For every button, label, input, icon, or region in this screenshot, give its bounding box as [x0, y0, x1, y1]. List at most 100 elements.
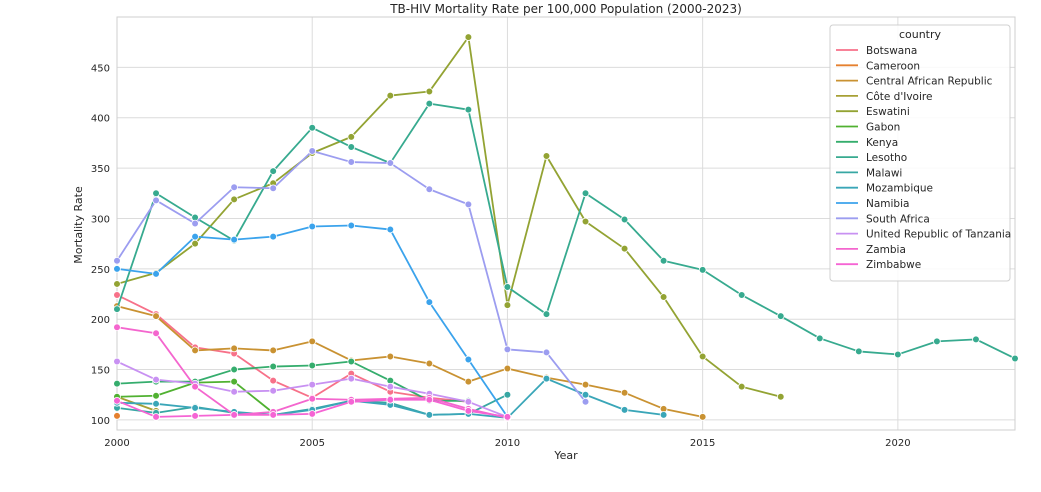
y-tick-label: 150: [91, 366, 110, 377]
data-point-eswatini: [425, 87, 434, 96]
data-point-zimbabwe: [152, 413, 160, 421]
data-point-eswatini: [542, 152, 551, 160]
data-point-mozambique: [659, 411, 668, 419]
data-point-kenya: [113, 379, 121, 388]
data-point-united-republic-of-tanzania: [347, 374, 356, 383]
data-point-united-republic-of-tanzania: [464, 397, 473, 406]
data-point-namibia: [386, 225, 395, 234]
data-point-eswatini: [659, 293, 668, 301]
data-point-eswatini: [698, 352, 707, 361]
data-point-south-africa: [269, 184, 277, 193]
data-point-mozambique: [152, 400, 160, 408]
data-point-lesotho: [815, 334, 824, 343]
data-point-central-african-republic: [581, 380, 590, 389]
data-point-lesotho: [152, 189, 160, 198]
data-point-south-africa: [464, 200, 473, 209]
data-point-eswatini: [581, 217, 590, 226]
data-point-kenya: [308, 361, 317, 370]
x-tick-label: 2020: [885, 438, 910, 449]
data-point-south-africa: [113, 256, 121, 265]
data-point-south-africa: [542, 348, 551, 357]
data-point-lesotho: [581, 189, 590, 198]
legend-item-namibia: Namibia: [836, 198, 909, 210]
data-point-zambia: [152, 329, 160, 338]
chart-title: TB-HIV Mortality Rate per 100,000 Popula…: [389, 2, 742, 16]
data-point-central-african-republic: [698, 413, 707, 421]
data-point-mozambique: [542, 374, 551, 383]
data-point-united-republic-of-tanzania: [269, 386, 277, 395]
legend-item-malawi: Malawi: [836, 167, 902, 179]
data-point-south-africa: [152, 196, 160, 205]
plot-area-frame: [116, 16, 1016, 431]
legend-item-central-african-republic: Central African Republic: [836, 76, 993, 88]
data-point-zimbabwe: [308, 410, 317, 418]
data-point-central-african-republic: [425, 359, 434, 368]
data-point-lesotho: [308, 124, 317, 132]
series-lines: [113, 33, 1019, 422]
data-point-lesotho: [620, 215, 629, 224]
data-point-south-africa: [503, 345, 512, 354]
data-point-united-republic-of-tanzania: [152, 375, 160, 384]
y-tick-label: 100: [91, 416, 110, 427]
legend-label: Cameroon: [866, 60, 920, 72]
data-point-south-africa: [230, 183, 238, 192]
data-point-central-african-republic: [464, 377, 473, 386]
data-point-central-african-republic: [230, 344, 238, 353]
data-point-zimbabwe: [113, 396, 121, 405]
legend-item-south-africa: South Africa: [836, 213, 930, 225]
data-point-lesotho: [113, 305, 121, 313]
data-point-namibia: [425, 298, 434, 306]
y-tick-label: 200: [91, 315, 110, 326]
legend-label: Côte d'Ivoire: [866, 91, 932, 103]
data-point-kenya: [230, 365, 238, 374]
series-cameroon: [113, 412, 121, 420]
data-point-cameroon: [113, 412, 121, 420]
legend-item-gabon: Gabon: [836, 122, 900, 134]
legend-label: Zimbabwe: [866, 259, 921, 271]
data-point-united-republic-of-tanzania: [230, 387, 238, 396]
data-point-zimbabwe: [503, 413, 512, 421]
data-point-eswatini: [737, 382, 746, 391]
data-point-lesotho: [503, 283, 512, 291]
data-point-zimbabwe: [464, 407, 473, 415]
legend-item-zambia: Zambia: [836, 244, 906, 256]
series-zimbabwe: [113, 395, 512, 421]
data-point-united-republic-of-tanzania: [386, 382, 395, 391]
data-point-lesotho: [855, 347, 863, 356]
legend-label: Zambia: [866, 244, 906, 256]
data-point-zambia: [191, 382, 199, 391]
data-point-gabon: [152, 391, 160, 400]
data-point-eswatini: [464, 33, 473, 41]
data-point-mozambique: [581, 390, 590, 399]
data-point-central-african-republic: [308, 337, 317, 346]
legend-item-botswana: Botswana: [836, 45, 917, 57]
y-tick-label: 400: [91, 114, 110, 125]
legend-item-eswatini: Eswatini: [836, 106, 910, 118]
data-point-zimbabwe: [269, 411, 277, 419]
series-south-africa: [113, 147, 590, 406]
data-point-gabon: [230, 377, 238, 386]
data-point-united-republic-of-tanzania: [308, 380, 317, 389]
x-tick-label: 2000: [104, 438, 129, 449]
legend-item-kenya: Kenya: [836, 137, 898, 149]
legend-label: Eswatini: [866, 106, 910, 118]
series-eswatini: [113, 33, 785, 401]
data-point-zimbabwe: [191, 412, 199, 420]
data-point-lesotho: [425, 99, 434, 108]
data-point-zimbabwe: [386, 395, 395, 404]
series-line-eswatini: [116, 36, 781, 398]
legend-label: Central African Republic: [866, 76, 993, 88]
data-point-mozambique: [620, 406, 629, 414]
legend: country Botswana Cameroon Central African …: [829, 24, 1011, 282]
data-point-eswatini: [347, 133, 356, 141]
x-axis-ticks: 2000 2005 2010 2015 2020: [104, 438, 910, 449]
data-point-lesotho: [347, 143, 356, 151]
data-point-kenya: [269, 362, 277, 371]
x-tick-label: 2015: [690, 438, 715, 449]
data-point-south-africa: [581, 397, 590, 406]
series-central-african-republic: [113, 302, 707, 421]
y-axis-label: Mortality Rate: [72, 186, 85, 264]
data-point-eswatini: [230, 195, 238, 204]
legend-label: Lesotho: [866, 152, 907, 164]
data-point-kenya: [347, 357, 356, 366]
